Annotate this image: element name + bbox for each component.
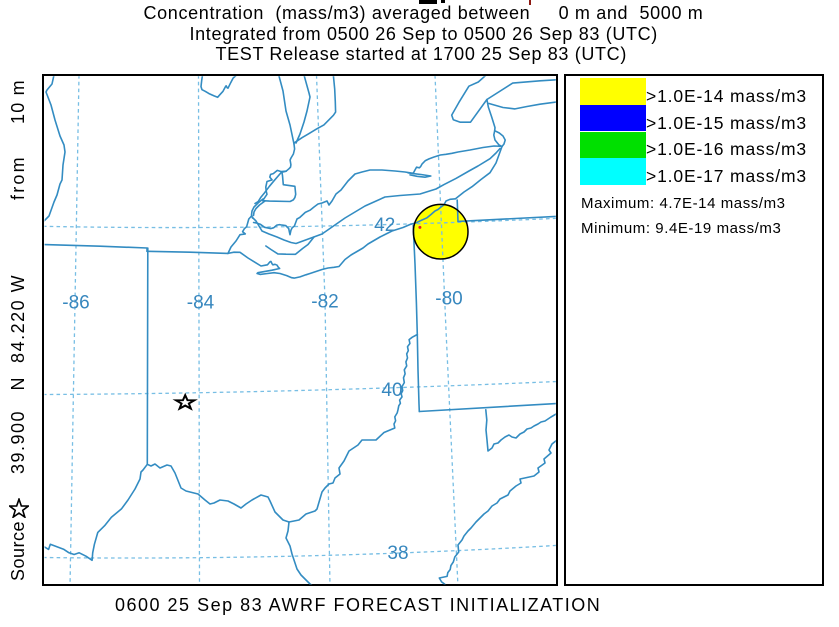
svg-text:-86: -86 xyxy=(62,293,89,314)
svg-text:42: 42 xyxy=(374,215,395,236)
svg-text:-84: -84 xyxy=(187,293,215,314)
svg-text:-82: -82 xyxy=(311,292,338,313)
svg-text:38: 38 xyxy=(387,543,408,564)
svg-text:40: 40 xyxy=(381,380,402,401)
svg-text:-80: -80 xyxy=(435,288,462,309)
